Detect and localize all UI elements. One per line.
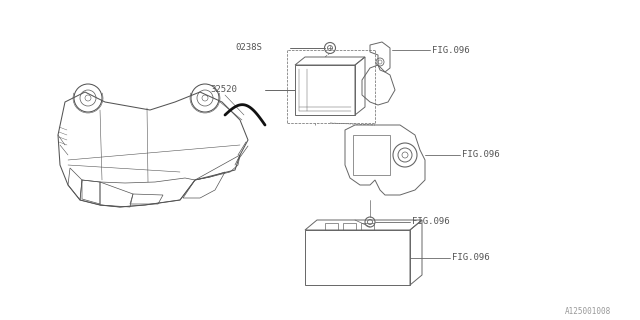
Text: 0238S: 0238S [235,43,262,52]
Text: 32520: 32520 [210,84,237,93]
Text: FIG.096: FIG.096 [432,45,470,54]
Text: FIG.096: FIG.096 [412,217,450,226]
Text: FIG.096: FIG.096 [462,149,500,158]
Text: FIG.096: FIG.096 [452,252,490,261]
Text: A125001008: A125001008 [565,308,611,316]
